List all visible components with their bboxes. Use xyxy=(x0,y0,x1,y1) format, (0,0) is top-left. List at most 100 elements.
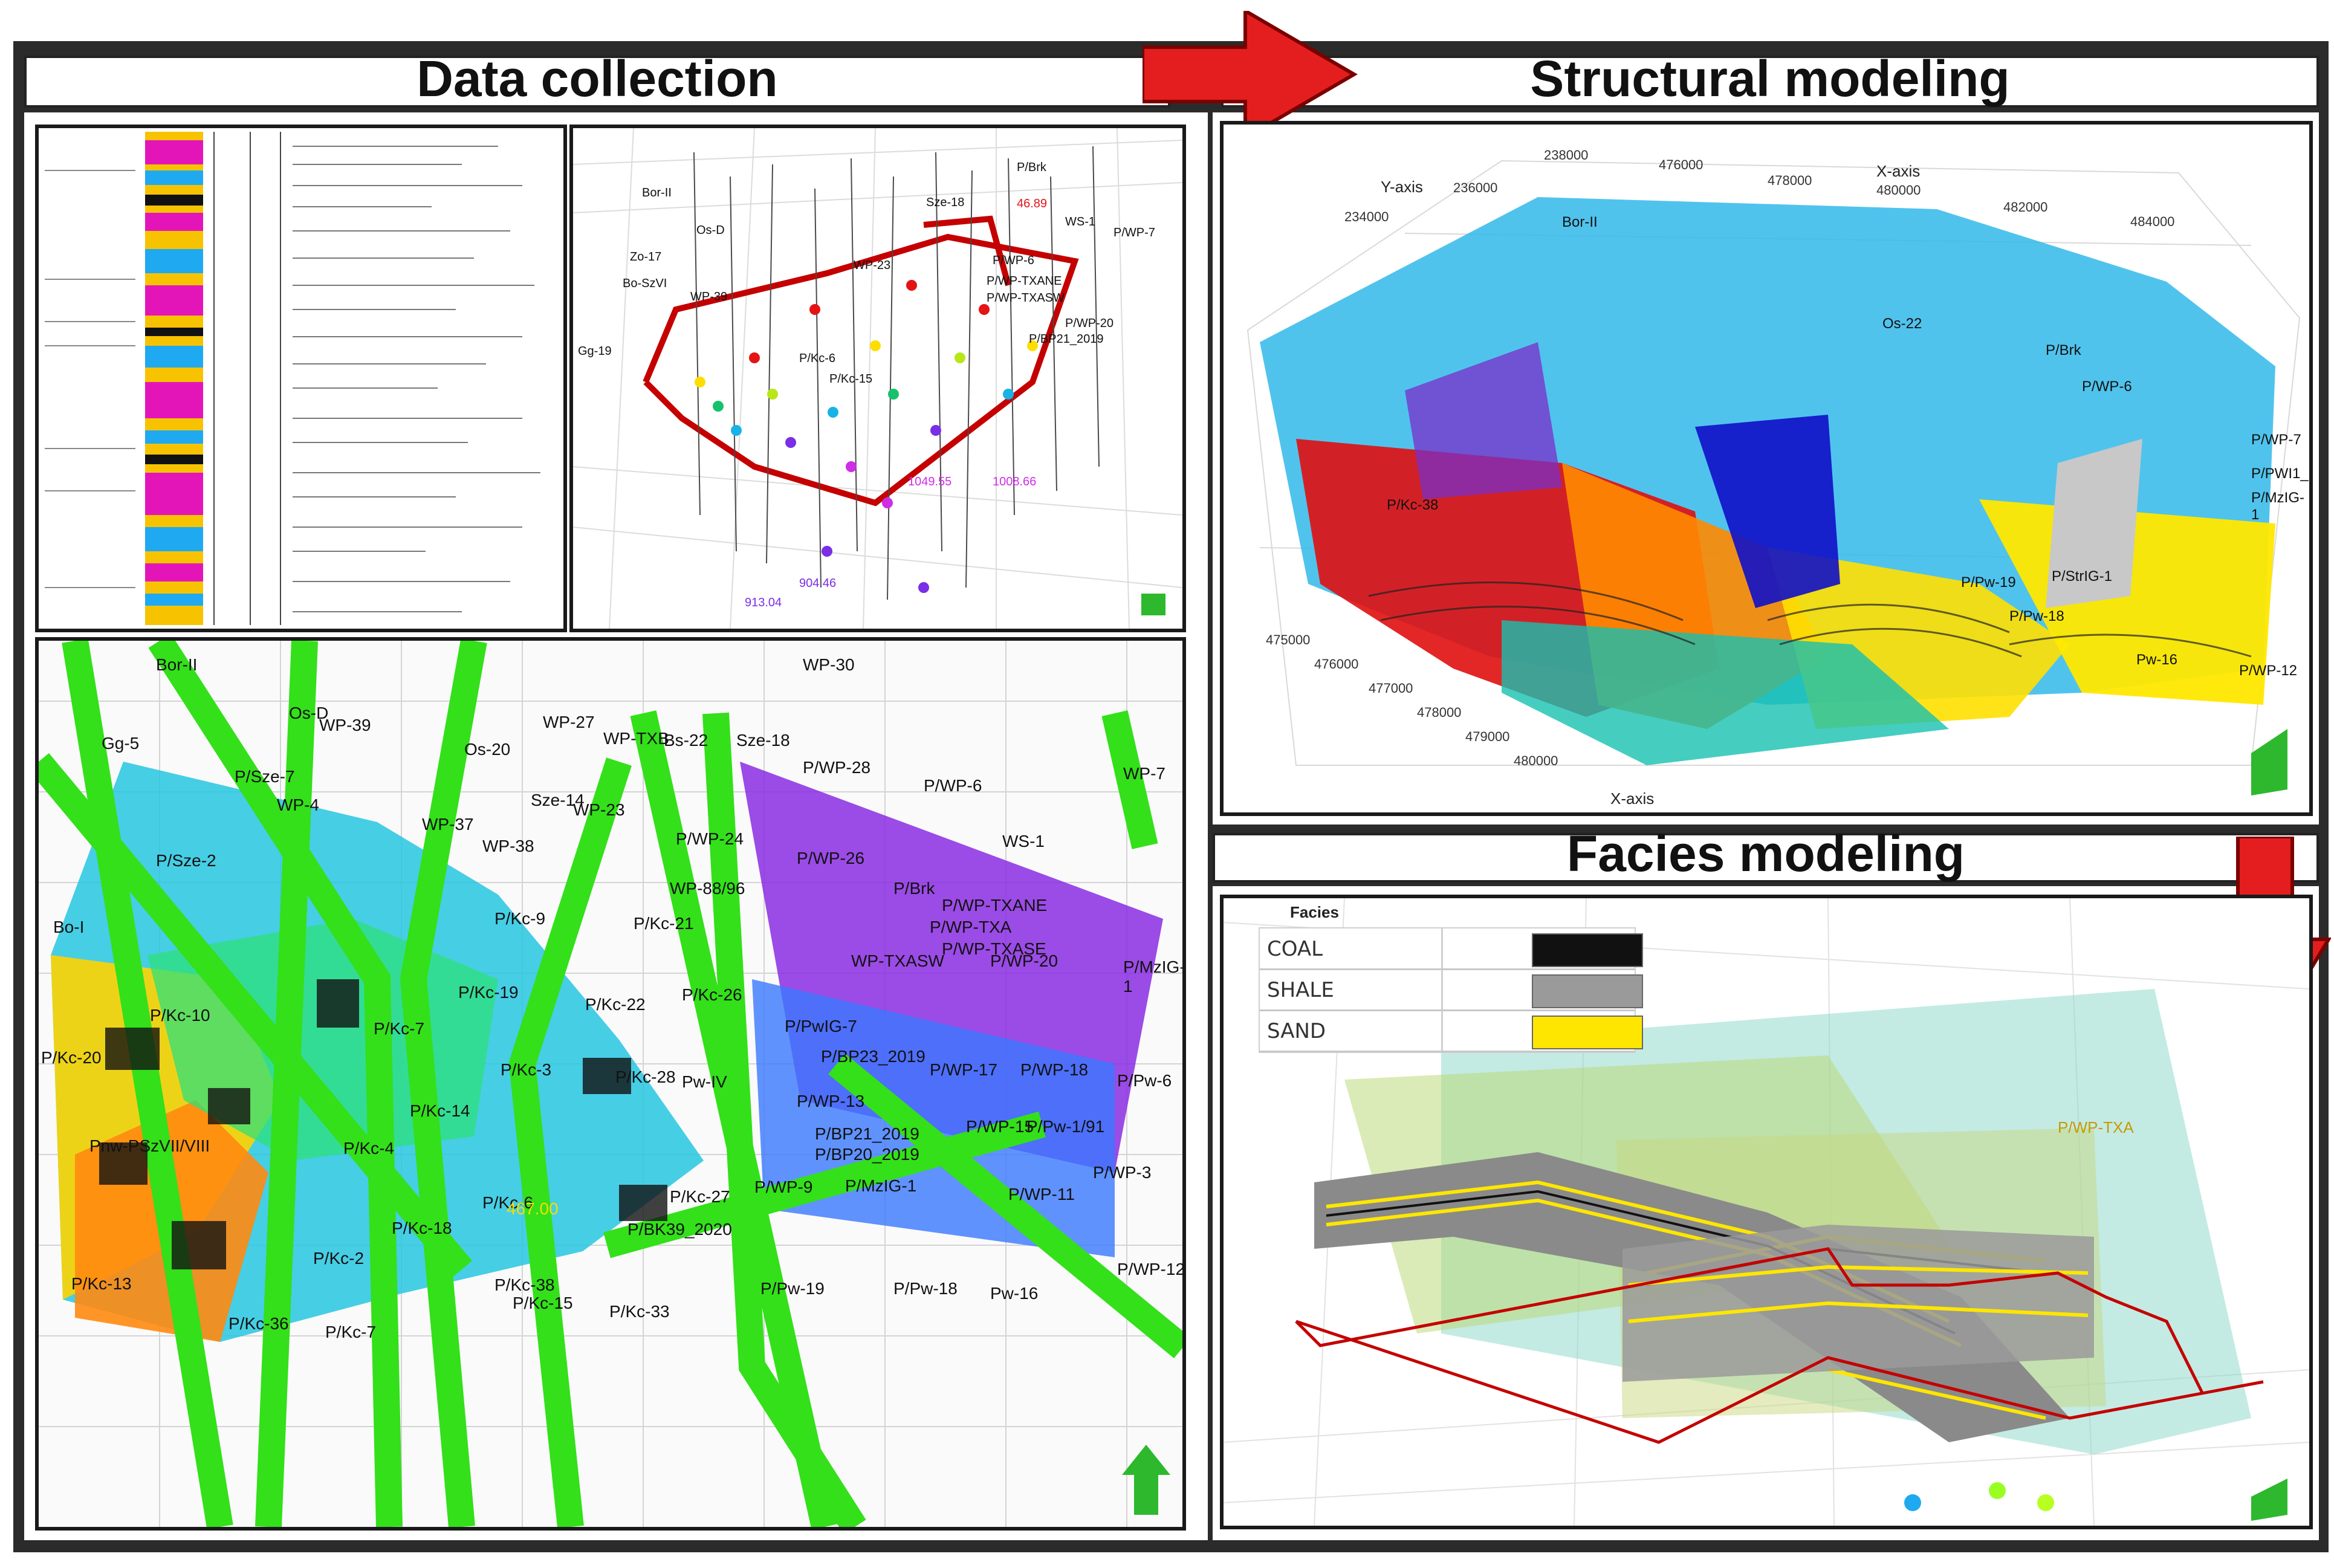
well-label: P/WP-11 xyxy=(1008,1185,1075,1204)
structural-y-tick: 238000 xyxy=(1544,147,1589,163)
legend-label-sand: SAND xyxy=(1267,1019,1326,1043)
well-3d-label: Bo-SzVI xyxy=(623,277,667,290)
legend-row-coal: COAL xyxy=(1260,928,1643,970)
well-label: P/Kc-21 xyxy=(634,914,694,933)
well-label: P/BP21_2019 xyxy=(815,1124,919,1143)
structural-well-label: Bor-II xyxy=(1562,214,1598,230)
well-label: Sze-14 xyxy=(531,791,585,809)
well-label: WP-38 xyxy=(482,837,534,855)
well-label: P/Kc-20 xyxy=(41,1048,102,1067)
well-label: P/Sze-7 xyxy=(235,767,295,786)
structural-well-label: P/Brk xyxy=(2046,342,2081,358)
well-3d-label: Zo-17 xyxy=(630,250,662,264)
legend-swatch-shale xyxy=(1532,974,1643,1008)
facies-legend-title: Facies xyxy=(1290,903,1339,921)
well-3d-label: P/WP-TXANE xyxy=(987,274,1062,288)
well-log-panel xyxy=(35,125,567,632)
well-label: P/Kc-7 xyxy=(374,1019,425,1038)
well-label: P/Kc-36 xyxy=(229,1314,289,1333)
well-label: WP-30 xyxy=(803,655,855,674)
well-label: P/BK39_2020 xyxy=(627,1220,732,1239)
well-label: P/Pw-19 xyxy=(760,1279,825,1298)
well-label: P/Kc-13 xyxy=(71,1274,132,1293)
well-label: P/PwIG-7 xyxy=(785,1017,857,1035)
structural-x-tick: 478000 xyxy=(1768,173,1812,188)
well-3d-labels: P/Brk Bor-II Os-D Zo-17 Bo-SzVI WP-39 Sz… xyxy=(569,125,1186,632)
structural-x-tick: 480000 xyxy=(1514,753,1558,768)
well-label: P/Pw-6 xyxy=(1117,1071,1172,1090)
well-3d-label: 46.89 xyxy=(1017,197,1048,210)
structural-well-label: P/Pw-18 xyxy=(2009,608,2064,624)
well-label: P/WP-6 xyxy=(924,776,982,795)
well-label: P/Kc-27 xyxy=(670,1187,730,1206)
well-label: WP-4 xyxy=(277,795,319,814)
well-label: P/Kc-22 xyxy=(585,995,646,1014)
structural-x-tick: 477000 xyxy=(1369,681,1413,696)
well-label: P/WP-24 xyxy=(676,829,744,848)
well-label: 467.00 xyxy=(507,1199,559,1218)
well-label: P/Kc-7 xyxy=(325,1323,377,1341)
well-label: WP-TXB xyxy=(603,729,669,748)
well-label: Bs-22 xyxy=(664,731,708,750)
structural-well-label: P/StrIG-1 xyxy=(2052,568,2113,585)
well-3d-label: 913.04 xyxy=(745,596,782,609)
well-label: WP-88/96 xyxy=(670,879,745,898)
structural-well-label: P/Pw-19 xyxy=(1961,574,2016,591)
well-label: Pw-IV xyxy=(682,1072,727,1091)
legend-label-coal: COAL xyxy=(1267,937,1323,961)
structural-well-label: P/WP-12 xyxy=(2239,663,2298,679)
well-map-labels: WP-30 Bor-II Os-D Gg-5 WP-39 WP-27 Os-20… xyxy=(35,637,1186,1531)
well-label: P/MzIG-1 xyxy=(845,1176,917,1195)
well-label: WP-23 xyxy=(573,800,625,819)
well-3d-label: P/Kc-15 xyxy=(829,372,873,386)
well-3d-label: P/Brk xyxy=(1017,161,1046,174)
well-3d-label: P/WP-7 xyxy=(1114,226,1155,239)
well-map-panel xyxy=(35,637,1186,1531)
structural-x-tick: 484000 xyxy=(2130,214,2175,229)
well-label: P/Kc-10 xyxy=(150,1006,210,1025)
structural-x-tick: 475000 xyxy=(1266,632,1311,647)
structural-axis-x-title: X-axis xyxy=(1876,162,1921,180)
well-label: P/WP-17 xyxy=(930,1060,998,1079)
structural-model-view xyxy=(1246,160,2301,795)
well-3d-panel xyxy=(569,125,1186,632)
well-label: P/Kc-14 xyxy=(410,1101,470,1120)
well-label: WP-39 xyxy=(319,716,371,734)
well-3d-label: Gg-19 xyxy=(578,345,612,358)
well-label: WP-37 xyxy=(422,815,474,834)
structural-modeling-title: Structural modeling xyxy=(1530,50,2010,107)
legend-separator xyxy=(1441,970,1443,1009)
structural-well-label: Pw-16 xyxy=(2136,652,2178,668)
structural-well-label: P/PWI1_20 xyxy=(2251,465,2309,482)
well-label: Bo-I xyxy=(53,918,85,936)
well-label: P/WP-12 xyxy=(1117,1260,1185,1278)
well-label: P/WP-28 xyxy=(803,758,871,777)
structural-axis-x-title-bottom: X-axis xyxy=(1610,789,1655,808)
structural-x-tick: 480000 xyxy=(1876,183,1921,198)
well-label: P/WP-TXA xyxy=(930,918,1012,936)
legend-swatch-coal xyxy=(1532,933,1643,967)
well-3d-label: 1008.66 xyxy=(993,475,1037,488)
facies-model-view xyxy=(1224,898,2309,1526)
facies-modeling-title: Facies modeling xyxy=(1566,825,1965,882)
well-label: P/Kc-6 xyxy=(482,1193,534,1212)
structural-well-label: P/Kc-38 xyxy=(1387,497,1439,513)
well-label: WP-27 xyxy=(543,713,595,731)
well-label: Pw-16 xyxy=(990,1284,1039,1303)
legend-swatch-sand xyxy=(1532,1016,1643,1049)
well-3d-label: P/WP-TXASW xyxy=(987,291,1065,305)
well-label: P/BP20_2019 xyxy=(815,1145,919,1164)
structural-x-tick: 482000 xyxy=(2003,199,2048,215)
well-map-view xyxy=(39,641,1182,1527)
legend-row-shale: SHALE xyxy=(1260,970,1643,1011)
well-label: P/Kc-38 xyxy=(494,1275,555,1294)
well-label: P/WP-TXANE xyxy=(942,896,1048,915)
well-label: P/WP-15 xyxy=(966,1117,1034,1136)
well-label: P/Brk xyxy=(893,879,935,898)
well-label: Pnw-PSzVII/VIII xyxy=(89,1136,210,1155)
data-collection-title-bar: Data collection xyxy=(24,53,1170,108)
structural-well-label: Os-22 xyxy=(1882,316,1922,332)
well-3d-label: Sze-18 xyxy=(926,196,965,209)
well-label: P/Kc-18 xyxy=(392,1219,452,1237)
structural-y-tick: 234000 xyxy=(1344,209,1389,224)
